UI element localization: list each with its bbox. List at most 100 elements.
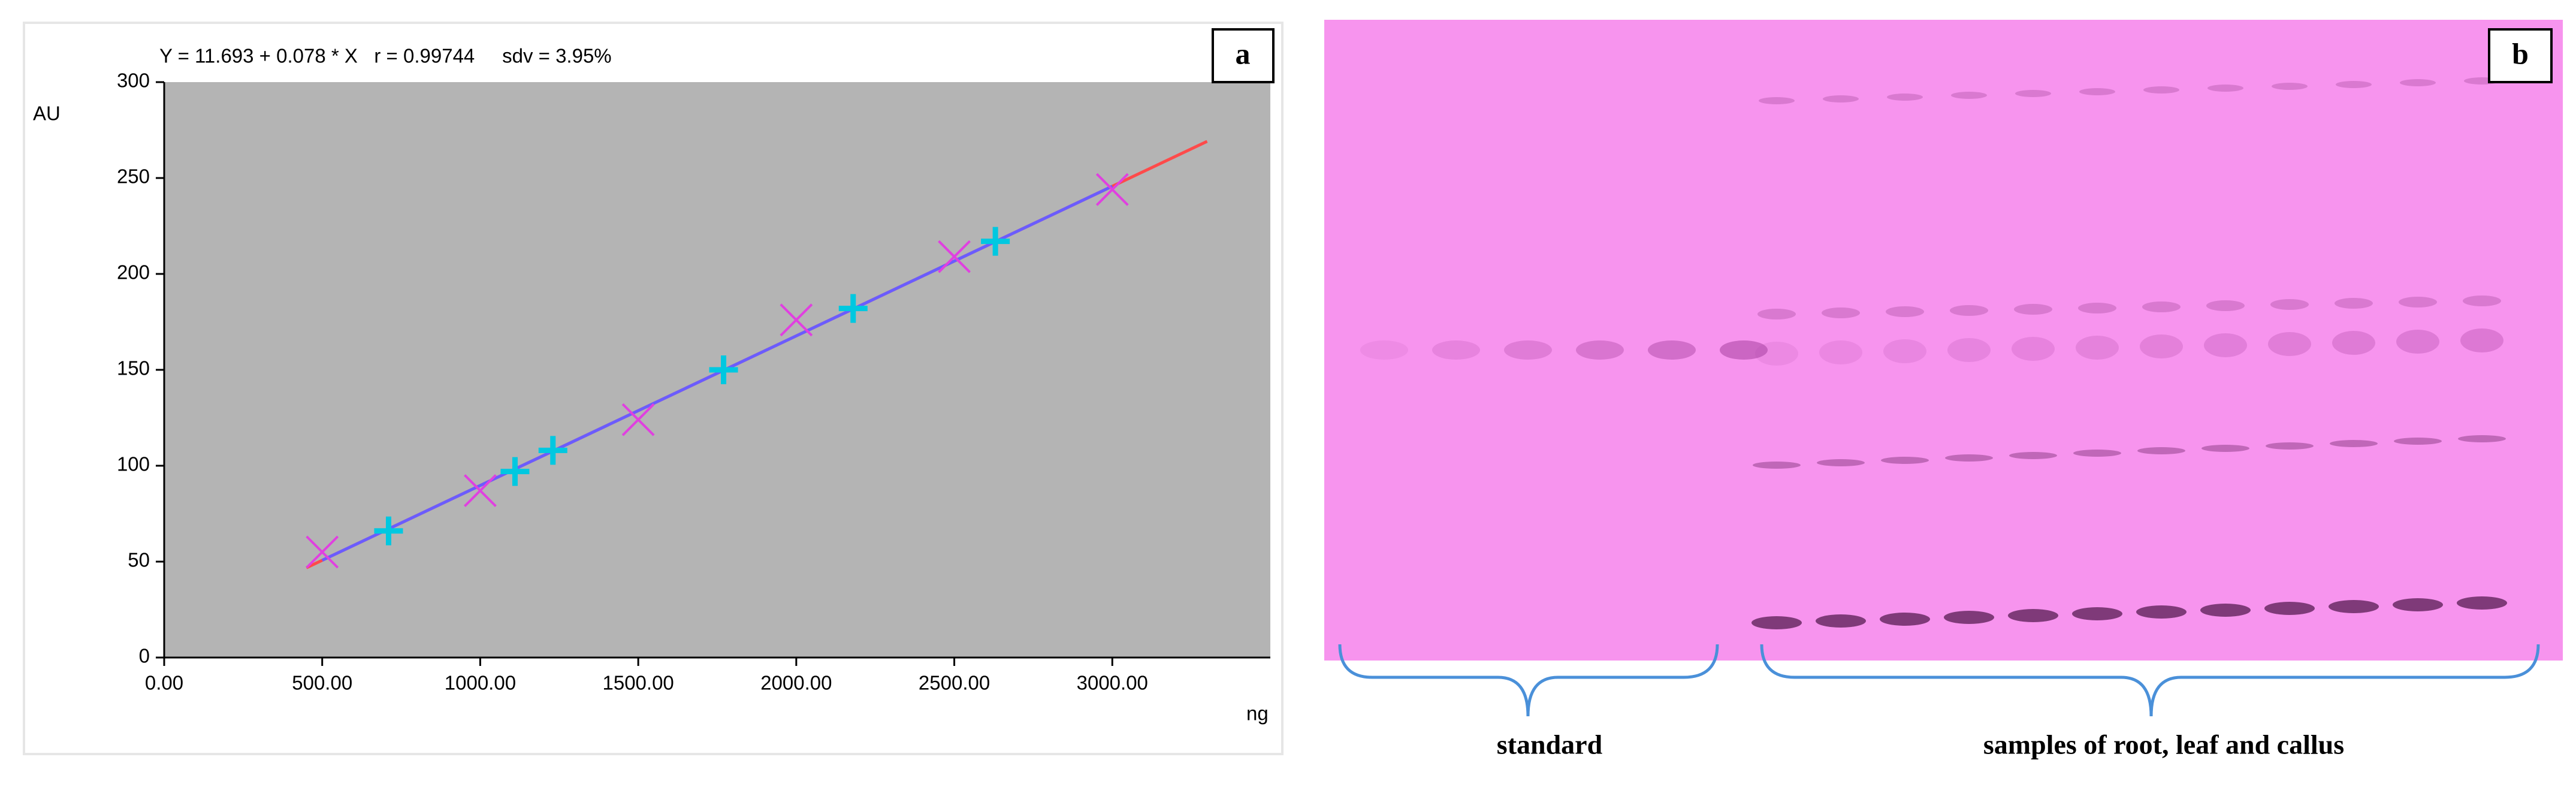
band <box>2329 600 2379 613</box>
band <box>2394 438 2442 445</box>
point <box>838 294 868 323</box>
band <box>1816 614 1866 628</box>
band <box>1822 307 1860 318</box>
tlc-plate <box>1324 20 2563 661</box>
band <box>1504 340 1552 360</box>
band <box>2012 337 2055 361</box>
band <box>2142 301 2181 312</box>
band <box>1823 95 1859 102</box>
marker-x <box>938 240 971 273</box>
band <box>2399 297 2437 307</box>
band <box>1950 305 1988 316</box>
band <box>2393 598 2443 611</box>
band <box>2200 604 2251 617</box>
point <box>306 535 339 569</box>
brace <box>1760 644 2540 717</box>
band <box>2272 83 2308 90</box>
x-tick-label: 1500.00 <box>602 672 674 694</box>
point <box>1095 173 1129 206</box>
marker-plus <box>374 516 403 545</box>
marker-x <box>780 303 813 337</box>
fit-line <box>321 185 1113 562</box>
band <box>1944 611 1994 624</box>
band <box>2076 336 2119 360</box>
point <box>464 474 497 508</box>
band <box>1887 94 1923 101</box>
x-tick-label: 3000.00 <box>1077 672 1148 694</box>
band <box>2264 602 2315 615</box>
brace <box>1338 644 1719 717</box>
marker-x <box>306 535 339 569</box>
x-axis-label: ng <box>1246 702 1269 725</box>
band <box>2143 86 2179 94</box>
y-tick-label: 250 <box>117 165 150 188</box>
band <box>2330 440 2378 447</box>
band <box>2078 303 2116 313</box>
marker-plus <box>981 227 1010 256</box>
x-tick-label: 500.00 <box>292 672 352 694</box>
band <box>2137 447 2185 454</box>
band <box>2336 81 2372 88</box>
y-tick-label: 200 <box>117 261 150 284</box>
band <box>2009 452 2057 459</box>
point <box>538 436 567 465</box>
y-axis-label: AU <box>33 102 61 125</box>
band <box>1883 339 1926 363</box>
marker-x <box>1095 173 1129 206</box>
marker-plus <box>538 436 567 465</box>
band <box>2458 435 2506 442</box>
band <box>2201 445 2249 452</box>
band <box>2206 300 2245 311</box>
band <box>2332 331 2375 355</box>
band <box>1951 92 1987 99</box>
band <box>2335 298 2373 309</box>
point <box>938 240 971 273</box>
plate-label: samples of root, leaf and callus <box>1983 729 2344 760</box>
band <box>1819 340 1862 364</box>
y-tick-label: 150 <box>117 357 150 379</box>
marker-plus <box>709 355 738 384</box>
panel-label-box <box>1212 28 1275 83</box>
marker-plus <box>838 294 868 323</box>
bands <box>1360 77 2507 629</box>
band <box>2460 328 2503 352</box>
point <box>374 516 403 545</box>
band <box>1947 338 1991 362</box>
chart-title: Y = 11.693 + 0.078 * X r = 0.99744 sdv =… <box>159 45 612 67</box>
band <box>2396 330 2439 354</box>
band <box>2140 334 2183 358</box>
band <box>2014 304 2052 315</box>
panel-label: a <box>1236 37 1251 70</box>
panel-label-box <box>2488 28 2553 83</box>
band <box>2266 442 2314 450</box>
band <box>1753 462 1801 469</box>
marker-x <box>621 403 655 436</box>
band <box>2204 333 2247 357</box>
band <box>2015 90 2051 97</box>
band <box>1881 457 1929 464</box>
band <box>2463 296 2501 306</box>
x-tick-label: 1000.00 <box>445 672 516 694</box>
point <box>621 403 655 436</box>
band <box>2457 596 2507 610</box>
marker-x <box>464 474 497 508</box>
point <box>709 355 738 384</box>
marker-plus <box>500 457 530 486</box>
point <box>500 457 530 486</box>
band <box>2073 450 2121 457</box>
band <box>1817 459 1865 466</box>
x-tick-label: 0.00 <box>145 672 183 694</box>
band <box>1755 342 1798 366</box>
band <box>1751 616 1802 629</box>
band <box>1757 309 1796 319</box>
band <box>1576 340 1624 360</box>
band <box>2207 85 2243 92</box>
y-tick-label: 100 <box>117 453 150 475</box>
band <box>1720 340 1768 360</box>
band <box>1945 454 1993 462</box>
y-tick-label: 50 <box>128 549 150 571</box>
band <box>2136 605 2187 619</box>
band <box>2400 79 2436 86</box>
